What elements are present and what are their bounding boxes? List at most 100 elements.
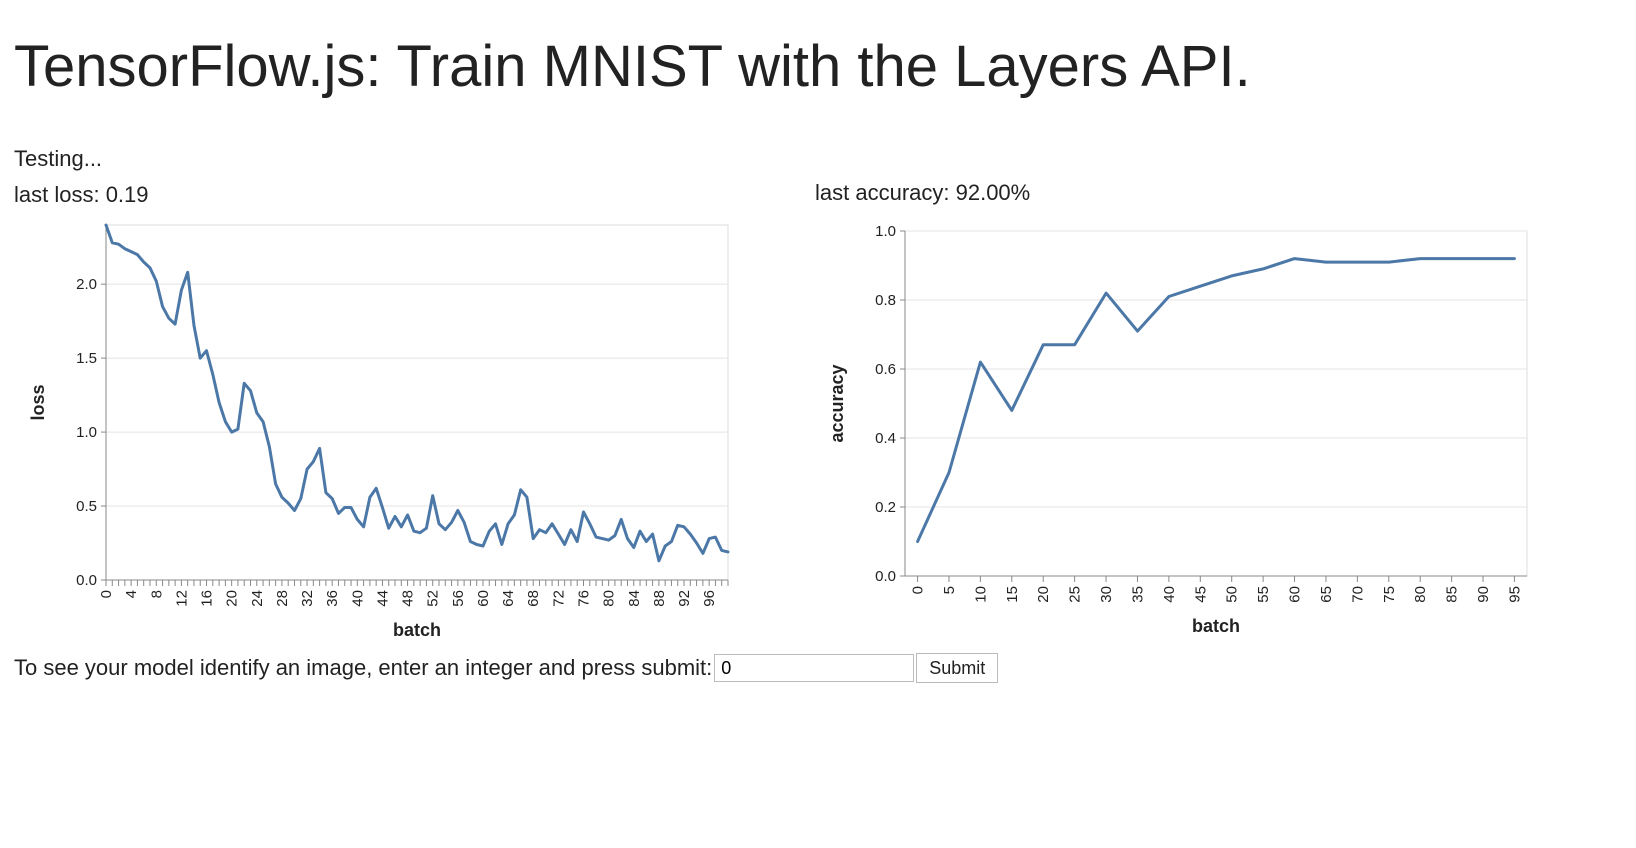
data-point (557, 533, 560, 536)
data-point (1450, 257, 1453, 260)
data-point (236, 428, 239, 431)
submit-button[interactable]: Submit (916, 653, 999, 683)
x-tick-label: 12 (173, 590, 190, 607)
data-point (595, 536, 598, 539)
data-point (1419, 257, 1422, 260)
data-point (488, 530, 491, 533)
x-tick-label: 90 (1475, 586, 1492, 603)
x-tick-label: 15 (1004, 586, 1021, 603)
data-point (362, 525, 365, 528)
data-point (180, 289, 183, 292)
y-tick-label: 0.8 (875, 292, 896, 309)
x-tick-label: 40 (1161, 586, 1178, 603)
x-tick-label: 28 (274, 590, 291, 607)
data-point (1324, 261, 1327, 264)
data-point (105, 224, 108, 227)
x-tick-label: 32 (299, 590, 316, 607)
data-point (224, 420, 227, 423)
x-tick-label: 96 (701, 590, 718, 607)
x-tick-label: 36 (324, 590, 341, 607)
data-point (117, 243, 120, 246)
data-point (1105, 292, 1108, 295)
y-tick-label: 0.0 (76, 572, 97, 589)
y-axis-title: loss (28, 384, 48, 420)
data-point (500, 543, 503, 546)
x-tick-label: 20 (224, 590, 241, 607)
data-point (218, 401, 221, 404)
y-tick-label: 1.0 (875, 223, 896, 240)
x-axis-title: batch (1192, 616, 1240, 636)
data-point (670, 540, 673, 543)
data-point (620, 518, 623, 521)
data-point (387, 527, 390, 530)
x-tick-label: 40 (349, 590, 366, 607)
x-tick-label: 0 (910, 586, 927, 594)
data-point (720, 549, 723, 552)
data-point (551, 522, 554, 525)
data-point (1230, 274, 1233, 277)
x-tick-label: 44 (374, 590, 391, 607)
data-point (456, 509, 459, 512)
data-point (243, 382, 246, 385)
data-point (331, 497, 334, 500)
data-point (274, 482, 277, 485)
data-point (136, 253, 139, 256)
data-point (450, 521, 453, 524)
x-tick-label: 30 (1098, 586, 1115, 603)
x-tick-label: 80 (1412, 586, 1429, 603)
data-point (613, 534, 616, 537)
data-point (1482, 257, 1485, 260)
data-point (412, 530, 415, 533)
data-point (607, 539, 610, 542)
x-tick-label: 88 (651, 590, 668, 607)
data-point (375, 487, 378, 490)
data-point (419, 531, 422, 534)
x-tick-label: 76 (575, 590, 592, 607)
data-point (280, 496, 283, 499)
series-line (916, 257, 1516, 543)
data-point (519, 488, 522, 491)
data-point (306, 468, 309, 471)
x-tick-label: 60 (1287, 586, 1304, 603)
data-point (695, 542, 698, 545)
data-point (1010, 409, 1013, 412)
x-tick-label: 20 (1035, 586, 1052, 603)
data-point (1293, 257, 1296, 260)
data-point (588, 522, 591, 525)
data-point (645, 540, 648, 543)
page-title: TensorFlow.js: Train MNIST with the Laye… (14, 34, 1251, 99)
data-point (1073, 343, 1076, 346)
y-tick-label: 2.0 (76, 276, 97, 293)
data-point (1387, 261, 1390, 264)
x-tick-label: 10 (972, 586, 989, 603)
data-point (569, 528, 572, 531)
x-tick-label: 92 (676, 590, 693, 607)
x-tick-label: 56 (450, 590, 467, 607)
data-point (626, 537, 629, 540)
x-tick-label: 70 (1349, 586, 1366, 603)
data-point (513, 513, 516, 516)
data-point (1262, 267, 1265, 270)
x-tick-label: 52 (425, 590, 442, 607)
data-point (651, 533, 654, 536)
data-point (979, 361, 982, 364)
data-point (394, 515, 397, 518)
data-point (708, 537, 711, 540)
x-tick-label: 65 (1318, 586, 1335, 603)
image-index-input[interactable] (714, 654, 915, 682)
data-point (167, 317, 170, 320)
data-point (664, 544, 667, 547)
data-point (186, 271, 189, 274)
data-point (350, 506, 353, 509)
data-point (689, 533, 692, 536)
data-point (205, 349, 208, 352)
data-point (431, 494, 434, 497)
data-point (481, 544, 484, 547)
last-loss-readout: last loss: 0.19 (14, 182, 149, 207)
x-tick-label: 35 (1129, 586, 1146, 603)
x-tick-label: 64 (500, 590, 517, 607)
data-point (142, 260, 145, 263)
data-point (293, 509, 296, 512)
x-tick-label: 5 (941, 586, 958, 594)
data-point (318, 447, 321, 450)
